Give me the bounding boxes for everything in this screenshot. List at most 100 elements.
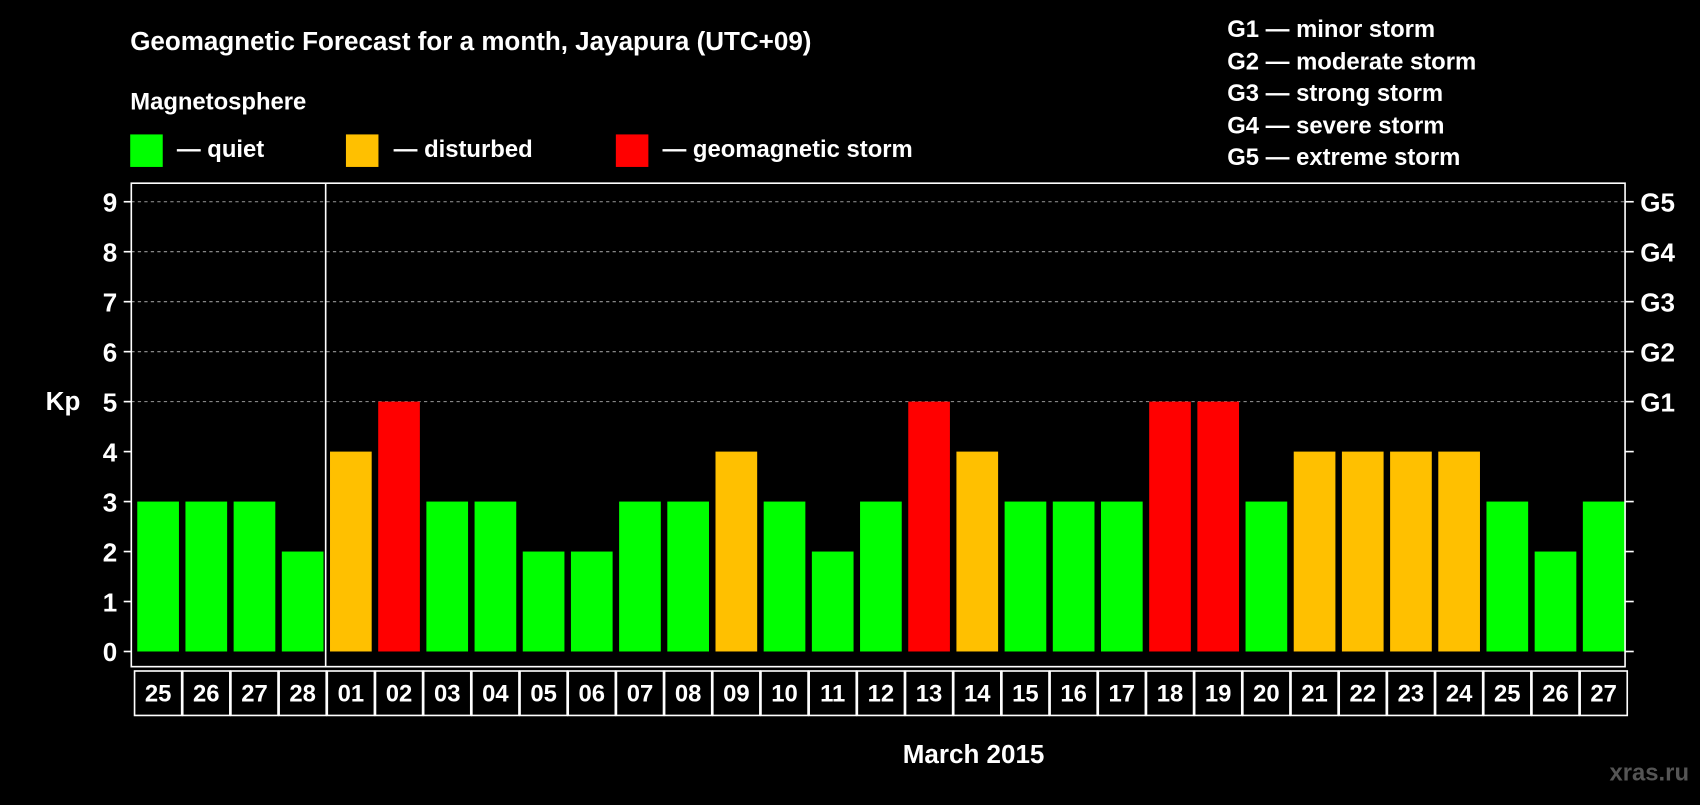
storm-scale-g4: G4 — severe storm xyxy=(1227,112,1444,139)
bar-17 xyxy=(1100,501,1143,652)
x-label-box xyxy=(230,670,279,717)
bar-08 xyxy=(667,501,709,652)
legend-label-quiet: — quiet xyxy=(177,136,264,163)
x-tick-label: 21 xyxy=(1301,680,1328,707)
x-label-box xyxy=(1290,670,1339,717)
storm-scale-g2: G2 — moderate storm xyxy=(1227,48,1476,75)
y-tick-label: 1 xyxy=(103,587,117,617)
storm-scale-g5: G5 — extreme storm xyxy=(1227,144,1460,171)
x-tick-label: 15 xyxy=(1012,680,1039,707)
bar-24 xyxy=(1438,451,1480,652)
g-scale-label: G1 xyxy=(1640,387,1675,417)
x-label-box xyxy=(1001,670,1050,717)
x-label-box xyxy=(663,670,713,717)
storm-scale-g1: G1 — minor storm xyxy=(1227,16,1435,43)
x-label-box xyxy=(711,670,761,717)
x-label-box xyxy=(1531,670,1580,717)
x-label-box xyxy=(471,670,520,717)
legend-swatch-storm xyxy=(615,134,649,167)
bar-28 xyxy=(281,551,324,652)
bar-25 xyxy=(1486,501,1529,652)
y-tick-label: 5 xyxy=(103,387,117,417)
legend-label-storm: — geomagnetic storm xyxy=(662,136,912,163)
bar-26 xyxy=(185,501,228,652)
y-tick-label: 6 xyxy=(103,337,117,367)
bar-18 xyxy=(1149,401,1191,652)
y-tick-label: 0 xyxy=(103,637,117,667)
x-tick-label: 09 xyxy=(723,680,750,707)
legend-heading: Magnetosphere xyxy=(130,88,306,115)
x-label-box xyxy=(1145,670,1195,717)
x-tick-label: 04 xyxy=(482,680,509,707)
x-label-box xyxy=(760,670,809,717)
x-label-box xyxy=(615,670,665,717)
x-tick-label: 25 xyxy=(1494,680,1521,707)
bar-11 xyxy=(811,551,854,652)
bar-27 xyxy=(1582,501,1625,652)
x-tick-label: 05 xyxy=(530,680,557,707)
x-label-box xyxy=(1579,670,1629,717)
x-label-box xyxy=(567,670,617,717)
bar-25 xyxy=(137,501,179,652)
watermark: xras.ru xyxy=(1610,759,1689,786)
bar-22 xyxy=(1341,451,1384,652)
bar-16 xyxy=(1052,501,1095,652)
x-label-box xyxy=(326,670,376,717)
bar-10 xyxy=(763,501,806,652)
x-tick-label: 12 xyxy=(868,680,895,707)
bar-23 xyxy=(1390,451,1432,652)
x-tick-label: 27 xyxy=(1590,680,1617,707)
bar-15 xyxy=(1004,501,1047,652)
x-tick-label: 11 xyxy=(820,680,845,707)
y-tick-label: 4 xyxy=(103,437,118,467)
x-axis-label: March 2015 xyxy=(903,739,1045,769)
x-label-box xyxy=(278,670,328,717)
x-tick-label: 25 xyxy=(145,680,172,707)
bar-02 xyxy=(378,401,420,652)
bar-14 xyxy=(956,451,999,652)
g-scale-label: G5 xyxy=(1640,187,1675,217)
x-label-box xyxy=(1193,670,1243,717)
x-tick-label: 26 xyxy=(1542,680,1569,707)
x-tick-label: 24 xyxy=(1446,680,1473,707)
x-tick-label: 27 xyxy=(241,680,268,707)
bar-04 xyxy=(474,501,517,652)
x-label-box xyxy=(1386,670,1436,717)
y-tick-label: 9 xyxy=(103,187,117,217)
g-scale-label: G3 xyxy=(1640,287,1675,317)
x-label-box xyxy=(1434,670,1484,717)
bar-01 xyxy=(330,451,372,652)
x-tick-label: 10 xyxy=(771,680,798,707)
bar-03 xyxy=(426,501,469,652)
y-tick-label: 7 xyxy=(103,287,117,317)
y-axis-label: Kp xyxy=(46,386,81,416)
legend-label-disturbed: — disturbed xyxy=(394,136,533,163)
x-tick-label: 06 xyxy=(579,680,606,707)
x-label-box xyxy=(133,670,183,717)
x-tick-label: 20 xyxy=(1253,680,1280,707)
x-tick-label: 26 xyxy=(193,680,220,707)
bar-13 xyxy=(908,401,950,652)
bar-12 xyxy=(860,501,902,652)
y-tick-label: 8 xyxy=(103,237,117,267)
x-tick-label: 18 xyxy=(1157,680,1184,707)
x-label-box xyxy=(856,670,906,717)
x-tick-label: 19 xyxy=(1205,680,1232,707)
g-scale-label: G2 xyxy=(1640,337,1675,367)
bar-05 xyxy=(522,551,565,652)
bar-06 xyxy=(570,551,613,652)
bar-20 xyxy=(1245,501,1288,652)
x-label-box xyxy=(422,670,472,717)
bar-26 xyxy=(1534,551,1577,652)
y-tick-label: 2 xyxy=(103,537,117,567)
x-label-box xyxy=(1482,670,1532,717)
x-tick-label: 23 xyxy=(1398,680,1425,707)
x-tick-label: 17 xyxy=(1109,680,1136,707)
x-label-box xyxy=(374,670,424,717)
x-label-box xyxy=(181,670,231,717)
x-label-box xyxy=(1049,670,1099,717)
bar-09 xyxy=(715,451,758,652)
x-label-box xyxy=(1097,670,1147,717)
chart-title: Geomagnetic Forecast for a month, Jayapu… xyxy=(130,26,811,56)
